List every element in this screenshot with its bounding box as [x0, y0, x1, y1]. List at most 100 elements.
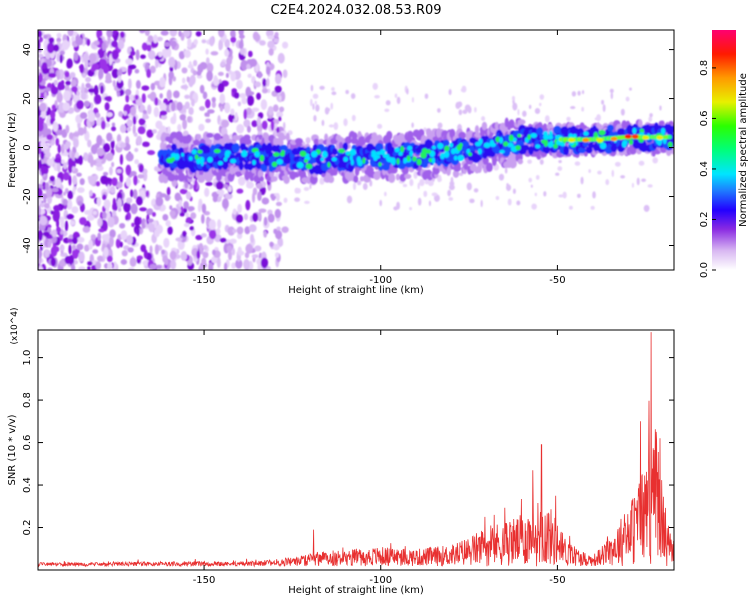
heat-blob: [62, 171, 70, 181]
heat-blob: [128, 64, 137, 70]
heat-blob: [38, 39, 41, 51]
heat-blob: [53, 204, 61, 212]
heat-blob: [200, 159, 204, 167]
heat-blob: [93, 40, 100, 46]
heat-blob: [115, 238, 121, 249]
heat-blob: [85, 76, 92, 83]
heat-blob: [67, 157, 74, 168]
heat-blob: [667, 134, 672, 140]
heat-blob: [563, 145, 570, 156]
snr-x-ticks: -150 -100 -50: [193, 330, 566, 586]
heat-blob: [266, 143, 273, 154]
heat-blob: [104, 96, 112, 101]
heat-blob: [87, 139, 92, 148]
heat-blob: [186, 76, 190, 83]
heat-blob: [194, 179, 198, 190]
heat-blob: [274, 252, 280, 259]
heat-blob: [352, 182, 357, 191]
heat-blob: [521, 144, 530, 151]
heat-blob: [318, 138, 325, 145]
heat-blob: [52, 121, 59, 132]
heat-blob: [46, 42, 55, 54]
heat-blob: [215, 228, 221, 235]
heat-blob: [116, 198, 122, 209]
heat-blob: [185, 212, 189, 218]
spectrogram-xlabel: Height of straight line (km): [288, 285, 424, 296]
heat-blob: [149, 263, 157, 270]
heat-blob: [183, 201, 189, 209]
heat-blob: [73, 138, 79, 148]
heat-blob: [183, 222, 190, 228]
heat-blob: [582, 138, 590, 143]
heat-blob: [225, 72, 229, 79]
heat-blob: [38, 187, 43, 199]
heat-blob: [126, 119, 133, 128]
heat-blob: [197, 174, 205, 183]
heat-blob: [108, 166, 113, 176]
heat-blob: [133, 132, 138, 137]
heat-blob: [139, 207, 147, 212]
heat-blob: [199, 247, 204, 255]
heat-blob: [625, 96, 630, 102]
heat-blob: [132, 124, 136, 135]
heat-blob: [443, 150, 450, 158]
heat-blob: [384, 108, 390, 112]
heat-blob: [115, 32, 119, 39]
heat-blob: [243, 119, 251, 128]
heat-blob: [254, 151, 261, 158]
heat-blob: [83, 125, 87, 135]
heat-blob: [448, 184, 455, 191]
heat-blob: [467, 106, 472, 114]
heat-blob: [202, 251, 209, 259]
heat-blob: [251, 107, 260, 112]
heat-blob: [544, 115, 550, 123]
heat-blob: [258, 208, 267, 213]
heat-blob: [173, 112, 177, 123]
heat-blob: [648, 116, 653, 122]
heat-blob: [517, 158, 524, 165]
colorbar-tick-label: 0.4: [699, 161, 710, 177]
heat-blob: [390, 166, 398, 174]
heat-blob: [198, 265, 204, 270]
heat-blob: [263, 230, 268, 238]
heat-blob: [220, 61, 226, 67]
heat-blob: [597, 170, 602, 175]
heat-blob: [211, 101, 216, 109]
heat-blob: [235, 214, 244, 224]
heat-blob: [43, 34, 48, 40]
heat-blob: [146, 208, 154, 215]
heat-blob: [46, 134, 53, 141]
heat-blob: [283, 175, 290, 185]
x-tick-label: -150: [193, 575, 216, 586]
heat-blob: [154, 58, 159, 69]
heat-blob: [577, 193, 581, 198]
heat-blob: [260, 99, 268, 110]
heat-blob: [404, 173, 412, 179]
heat-blob: [273, 228, 278, 235]
heat-blob: [49, 117, 54, 125]
heat-blob: [349, 154, 353, 161]
heat-blob: [232, 228, 237, 234]
heat-blob: [409, 150, 414, 157]
heat-blob: [208, 262, 214, 270]
heat-blob: [215, 77, 219, 87]
heat-blob: [62, 39, 70, 51]
heat-blob: [169, 205, 173, 210]
heat-blob: [161, 249, 166, 255]
heat-blob: [76, 172, 82, 177]
heat-blob: [578, 147, 587, 154]
heat-blob: [61, 159, 65, 164]
heat-blob: [611, 169, 615, 178]
heat-blob: [68, 244, 72, 255]
heat-blob: [187, 206, 195, 212]
heat-blob: [499, 137, 504, 144]
heat-blob: [481, 121, 488, 131]
heat-blob: [494, 146, 501, 155]
heat-blob: [628, 139, 634, 145]
heat-blob: [79, 178, 85, 186]
heat-blob: [96, 196, 102, 207]
heat-blob: [56, 37, 62, 43]
heat-blob: [43, 202, 50, 209]
heat-blob: [86, 38, 91, 46]
heat-blob: [268, 48, 274, 56]
